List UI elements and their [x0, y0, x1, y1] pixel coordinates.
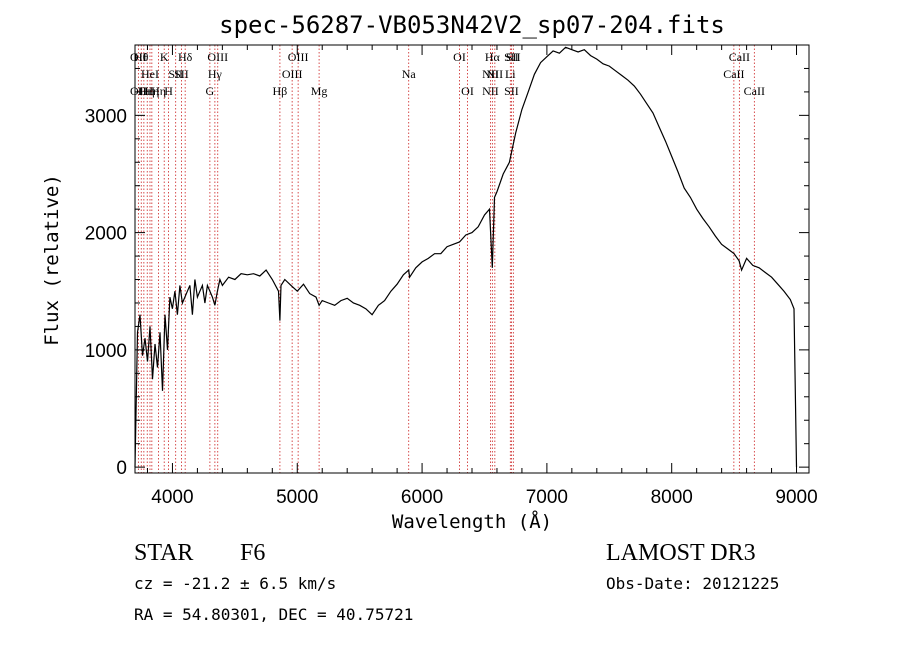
emission-line-labels: OIIOIIHθHιHηHeIHηHηKHSIISIIHδGHγOIIIHβOI… [130, 50, 765, 98]
x-axis-label: Wavelength (Å) [392, 510, 552, 533]
spectrum-line [134, 46, 798, 468]
emission-marker-label: HeI [141, 67, 159, 81]
emission-marker-label: SII [504, 84, 519, 98]
emission-marker-label: NII [482, 67, 499, 81]
emission-marker-label: CaII [723, 67, 744, 81]
y-tick-label: 3000 [85, 106, 127, 127]
obs-date: Obs-Date: 20121225 [606, 574, 779, 593]
y-axis-ticks: 0 1000 2000 3000 [85, 44, 809, 479]
emission-marker-label: Hγ [208, 67, 223, 81]
emission-marker-label: Hβ [273, 84, 288, 98]
emission-marker-label: G [206, 84, 215, 98]
emission-marker-label: Li [505, 67, 516, 81]
emission-marker-label: SII [168, 67, 183, 81]
emission-marker-label: Hα [485, 50, 501, 64]
redshift-info: cz = -21.2 ± 6.5 km/s [134, 574, 336, 593]
emission-marker-label: Hη [140, 84, 155, 98]
emission-marker-label: OI [453, 50, 466, 64]
y-tick-label: 0 [116, 458, 127, 479]
emission-marker-label: CaII [744, 84, 765, 98]
emission-marker-label: Hη [151, 84, 166, 98]
emission-marker-label: OIII [207, 50, 228, 64]
x-axis-ticks: 4000 5000 6000 7000 8000 9000 [146, 45, 818, 508]
emission-marker-label: Hι [138, 84, 151, 98]
x-tick-label: 6000 [401, 487, 443, 508]
emission-marker-label: CaII [729, 50, 750, 64]
coordinates: RA = 54.80301, DEC = 40.75721 [134, 605, 413, 624]
emission-line-markers [137, 45, 755, 473]
x-tick-label: 5000 [276, 487, 318, 508]
plot-frame [134, 44, 810, 474]
emission-marker-label: Hδ [178, 50, 193, 64]
object-subclass: F6 [240, 540, 265, 566]
survey-name: LAMOST DR3 [606, 540, 756, 566]
emission-marker-label: K [160, 50, 169, 64]
emission-marker-label: OII [130, 84, 147, 98]
emission-marker-label: OIII [282, 67, 303, 81]
x-tick-label: 7000 [526, 487, 568, 508]
object-class: STAR [134, 540, 193, 566]
emission-marker-label: H [164, 84, 173, 98]
emission-marker-label: OII [130, 50, 147, 64]
emission-marker-label: OI [461, 84, 474, 98]
x-tick-label: 8000 [651, 487, 693, 508]
emission-marker-label: Hη [144, 84, 159, 98]
emission-marker-label: OIII [288, 50, 309, 64]
emission-marker-label: SII [504, 50, 519, 64]
emission-marker-label: NII [487, 67, 504, 81]
chart-title: spec-56287-VB053N42V2_sp07-204.fits [219, 11, 725, 39]
emission-marker-label: Hθ [134, 50, 149, 64]
x-tick-label: 4000 [151, 487, 193, 508]
emission-marker-label: Na [402, 67, 417, 81]
y-axis-label: Flux (relative) [41, 174, 63, 346]
y-tick-label: 2000 [85, 224, 127, 245]
emission-marker-label: SII [506, 50, 521, 64]
x-tick-label: 9000 [775, 487, 817, 508]
emission-marker-label: SII [174, 67, 189, 81]
emission-marker-label: NII [482, 84, 499, 98]
emission-marker-label: Mg [311, 84, 328, 98]
y-tick-label: 1000 [85, 341, 127, 362]
